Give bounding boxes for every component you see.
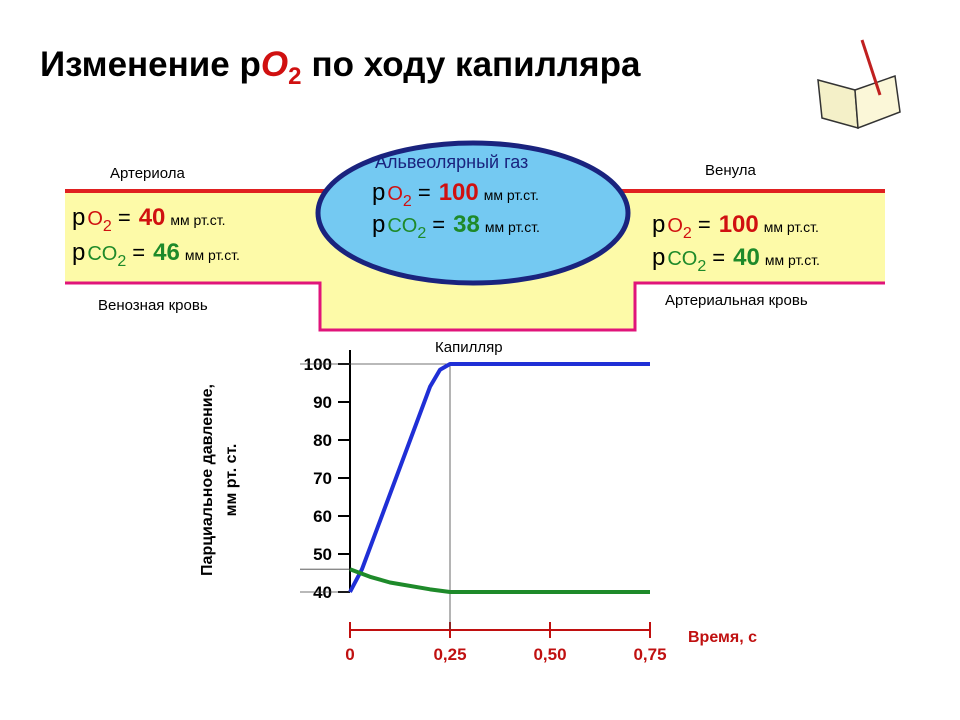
label: Капилляр (435, 339, 503, 356)
formula-sub: 2 (683, 225, 692, 242)
formula-eq: = (418, 180, 431, 205)
formula-sub: 2 (403, 193, 412, 210)
label: Венозная кровь (98, 297, 208, 314)
formula-gas: CO (87, 243, 117, 265)
formula-unit: мм рт.ст. (170, 212, 225, 228)
formula-eq: = (432, 212, 445, 237)
series-line (348, 362, 650, 593)
formula-value: 100 (439, 179, 479, 206)
label: Венула (705, 162, 757, 179)
y-tick-label: 90 (313, 393, 332, 412)
formula-eq: = (118, 205, 131, 230)
book-icon (817, 39, 901, 130)
formula: p CO2 = 46 мм рт.ст. (72, 239, 240, 270)
vessel (65, 140, 885, 332)
formula-unit: мм рт.ст. (185, 247, 240, 263)
formula-sub: 2 (103, 218, 112, 235)
formula-value: 40 (139, 204, 166, 231)
formula-gas: CO (387, 215, 417, 237)
formula-p: p (652, 211, 665, 238)
formula-sub: 2 (697, 258, 706, 275)
y-tick-label: 50 (313, 545, 332, 564)
formula-unit: мм рт.ст. (485, 219, 540, 235)
formula-p: p (72, 239, 85, 266)
formula: p O2 = 40 мм рт.ст. (72, 204, 226, 235)
y-tick-label: 100 (304, 355, 332, 374)
x-tick-label: 0,25 (433, 645, 466, 664)
y-axis-label: Парциальное давление, (199, 384, 216, 576)
formula-sub: 2 (417, 225, 426, 242)
formula: p CO2 = 40 мм рт.ст. (652, 244, 820, 275)
title-sub: 2 (288, 63, 301, 90)
title-part: по ходу капилляра (311, 45, 640, 84)
formula: p O2 = 100 мм рт.ст. (652, 211, 819, 242)
formula-gas: CO (667, 248, 697, 270)
y-tick-label: 40 (313, 583, 332, 602)
formula-p: p (372, 211, 385, 238)
formula-eq: = (712, 245, 725, 270)
series-line (349, 567, 650, 594)
title: Изменение pO2 по ходу капилляра (40, 45, 641, 90)
y-tick-label: 60 (313, 507, 332, 526)
x-tick-label: 0,75 (633, 645, 666, 664)
x-axis-label: Время, с (688, 629, 757, 646)
formula-value: 40 (733, 244, 760, 271)
formula: p O2 = 100 мм рт.ст. (372, 179, 539, 210)
formula-eq: = (698, 212, 711, 237)
x-tick-label: 0 (345, 645, 354, 664)
formula-unit: мм рт.ст. (765, 252, 820, 268)
x-tick-label: 0,50 (533, 645, 566, 664)
formula-value: 46 (153, 239, 180, 266)
formula-gas: O (667, 215, 683, 237)
formula-p: p (652, 244, 665, 271)
formula-gas: O (387, 183, 403, 205)
formula: p CO2 = 38 мм рт.ст. (372, 211, 540, 242)
formula-p: p (72, 204, 85, 231)
label: Артериальная кровь (665, 292, 808, 309)
title-part: Изменение p (40, 45, 261, 84)
formula-unit: мм рт.ст. (484, 187, 539, 203)
y-tick-label: 70 (313, 469, 332, 488)
formula-value: 38 (453, 211, 480, 238)
formula-value: 100 (719, 211, 759, 238)
y-axis-label: мм рт. ст. (223, 444, 240, 517)
formula-sub: 2 (117, 253, 126, 270)
formula-unit: мм рт.ст. (764, 219, 819, 235)
formula-p: p (372, 179, 385, 206)
label: Альвеолярный газ (375, 152, 528, 172)
title-gas: O (261, 45, 288, 84)
formula-eq: = (132, 240, 145, 265)
label: Артериола (110, 165, 186, 182)
formula-gas: O (87, 208, 103, 230)
y-tick-label: 80 (313, 431, 332, 450)
